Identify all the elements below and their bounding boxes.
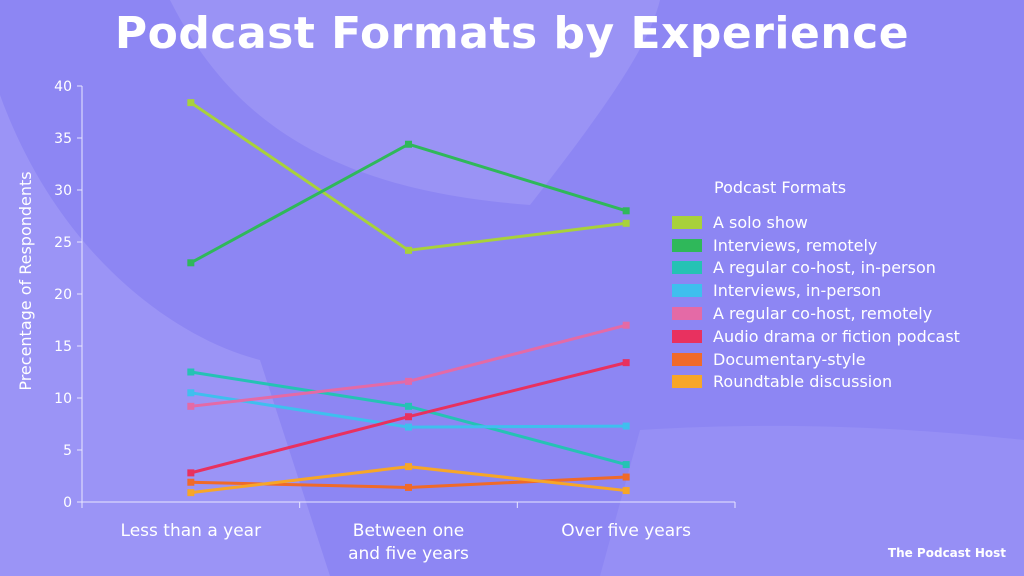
data-point xyxy=(622,487,630,495)
data-point xyxy=(405,402,412,410)
data-point xyxy=(187,469,195,477)
chart-title: Podcast Formats by Experience xyxy=(114,8,910,59)
legend-label: Interviews, remotely xyxy=(713,235,878,255)
data-point xyxy=(622,473,630,481)
y-tick-label: 25 xyxy=(54,235,72,251)
legend-item: Interviews, remotely xyxy=(672,234,960,257)
y-tick-label: 20 xyxy=(54,287,72,303)
legend-title: Podcast Formats xyxy=(714,178,847,197)
data-point xyxy=(405,483,412,491)
brand-logo: The Podcast Host xyxy=(887,546,1006,560)
legend-label: A regular co-host, in-person xyxy=(713,258,936,278)
legend-swatch xyxy=(672,284,702,298)
axes: 0 5 10 15 20 25 30 35 40 Less than a year Between … xyxy=(54,79,736,564)
data-point xyxy=(622,207,630,215)
data-point xyxy=(405,423,412,431)
data-point xyxy=(622,219,630,227)
data-point xyxy=(622,321,630,329)
series-lines xyxy=(187,99,630,497)
data-point xyxy=(405,463,412,471)
data-point xyxy=(187,368,195,376)
y-tick-label: 5 xyxy=(63,443,72,459)
legend-swatch xyxy=(672,352,702,366)
data-point xyxy=(187,489,195,497)
y-tick-label: 40 xyxy=(54,79,72,95)
data-point xyxy=(187,99,195,107)
legend-item: Audio drama or fiction podcast xyxy=(672,325,960,348)
y-tick-label: 15 xyxy=(54,339,72,355)
data-point xyxy=(405,377,412,385)
y-tick-label: 30 xyxy=(54,183,72,199)
x-tick-label: Over five years xyxy=(561,521,691,541)
y-tick-label: 10 xyxy=(54,391,72,407)
legend-label: A solo show xyxy=(713,212,808,232)
legend-label: A regular co-host, remotely xyxy=(713,304,933,324)
legend-label: Documentary-style xyxy=(713,349,866,369)
data-point xyxy=(187,478,195,486)
legend-swatch xyxy=(672,307,702,321)
data-point xyxy=(405,413,412,421)
data-point xyxy=(187,389,195,397)
background-shape xyxy=(600,425,1024,576)
legend-label: Interviews, in-person xyxy=(713,281,882,301)
legend: Podcast Formats A solo show Interviews, r… xyxy=(672,178,960,393)
data-point xyxy=(405,246,412,254)
y-tick-label: 35 xyxy=(54,131,72,147)
legend-items: A solo show Interviews, remotely A regular… xyxy=(672,211,960,393)
data-point xyxy=(622,422,630,430)
legend-swatch xyxy=(672,375,702,389)
background-shape xyxy=(170,0,660,205)
y-tick-label: 0 xyxy=(63,495,72,511)
y-axis-label: Precentage of Respondents xyxy=(16,171,35,390)
data-point xyxy=(405,140,412,148)
legend-swatch xyxy=(672,238,702,252)
data-point xyxy=(622,461,630,469)
legend-swatch xyxy=(672,215,702,229)
legend-item: Roundtable discussion xyxy=(672,371,960,394)
legend-swatch xyxy=(672,261,702,275)
x-tick-label: Between one and five years xyxy=(348,521,469,564)
data-point xyxy=(187,402,195,410)
series-line xyxy=(190,323,627,408)
x-tick-label: Less than a year xyxy=(121,521,262,541)
legend-item: Documentary-style xyxy=(672,348,960,371)
legend-item: A regular co-host, remotely xyxy=(672,302,960,325)
legend-item: A regular co-host, in-person xyxy=(672,257,960,280)
legend-label: Audio drama or fiction podcast xyxy=(713,326,960,346)
data-point xyxy=(187,259,195,267)
legend-item: A solo show xyxy=(672,211,960,234)
legend-swatch xyxy=(672,329,702,343)
data-point xyxy=(622,359,630,367)
series-line xyxy=(190,142,627,265)
legend-label: Roundtable discussion xyxy=(713,372,893,392)
legend-item: Interviews, in-person xyxy=(672,279,960,302)
